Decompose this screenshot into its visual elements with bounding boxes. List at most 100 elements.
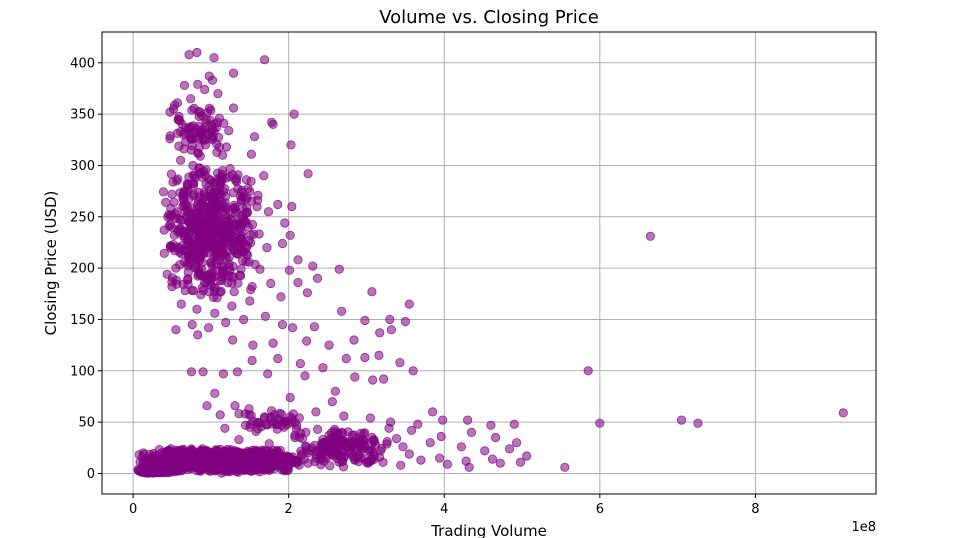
- data-point: [223, 278, 233, 288]
- data-point: [237, 233, 247, 244]
- data-point: [515, 457, 526, 467]
- data-point: [205, 206, 215, 216]
- data-point: [213, 89, 223, 99]
- data-point: [234, 409, 244, 419]
- data-point: [288, 456, 298, 466]
- data-point: [509, 419, 519, 429]
- data-point: [189, 133, 199, 144]
- data-point: [266, 117, 277, 127]
- data-point: [259, 450, 270, 460]
- data-point: [167, 210, 177, 220]
- data-point: [175, 452, 185, 462]
- data-point: [311, 407, 321, 417]
- data-point: [224, 126, 234, 136]
- data-point: [382, 436, 392, 447]
- data-point: [838, 408, 848, 418]
- data-points: [133, 47, 848, 478]
- x-axis-label: Trading Volume: [430, 522, 547, 538]
- data-point: [246, 284, 256, 295]
- data-point: [337, 428, 348, 438]
- data-point: [193, 269, 203, 279]
- data-point: [359, 428, 370, 438]
- data-point: [438, 415, 448, 425]
- data-point: [312, 424, 323, 434]
- data-point: [287, 323, 298, 333]
- data-point: [396, 460, 406, 470]
- data-point: [504, 444, 515, 454]
- chart-title: Volume vs. Closing Price: [379, 7, 599, 28]
- data-point: [254, 229, 264, 239]
- y-tick-label: 0: [87, 467, 95, 482]
- data-point: [259, 171, 269, 181]
- data-point: [230, 401, 240, 411]
- data-point: [193, 148, 203, 158]
- data-point: [522, 451, 532, 461]
- data-point: [277, 319, 288, 330]
- data-point: [336, 306, 347, 316]
- data-point: [212, 117, 223, 128]
- data-point: [199, 189, 209, 199]
- data-point: [163, 466, 173, 476]
- data-point: [267, 448, 277, 458]
- data-point: [215, 203, 225, 213]
- y-tick-label: 150: [70, 313, 95, 328]
- data-point: [197, 449, 207, 459]
- y-tick-label: 400: [70, 56, 95, 71]
- data-point: [324, 340, 334, 350]
- data-point: [179, 130, 189, 140]
- data-point: [295, 358, 305, 369]
- data-point: [197, 237, 207, 247]
- data-point: [173, 174, 183, 184]
- data-point: [193, 79, 203, 90]
- data-point: [301, 446, 312, 456]
- data-point: [222, 173, 232, 183]
- data-point: [583, 366, 593, 376]
- data-point: [676, 415, 687, 425]
- data-point: [287, 201, 297, 212]
- data-point: [202, 457, 212, 467]
- data-point: [221, 460, 231, 470]
- data-point: [280, 218, 290, 228]
- data-point: [186, 367, 197, 377]
- data-point: [309, 322, 319, 332]
- data-point: [360, 315, 370, 326]
- data-point: [174, 111, 184, 122]
- data-point: [263, 207, 274, 217]
- data-point: [246, 410, 256, 420]
- data-point: [226, 445, 236, 455]
- data-point: [326, 437, 336, 448]
- data-point: [195, 163, 205, 173]
- data-point: [187, 319, 197, 330]
- data-point: [199, 278, 210, 288]
- data-point: [350, 372, 360, 382]
- data-point: [184, 49, 194, 60]
- data-point: [185, 122, 195, 132]
- data-point: [236, 270, 246, 281]
- data-point: [425, 438, 435, 448]
- data-point: [201, 114, 211, 125]
- data-point: [210, 388, 220, 398]
- data-point: [246, 230, 256, 240]
- data-point: [225, 164, 235, 174]
- data-point: [215, 275, 225, 286]
- data-point: [300, 371, 310, 381]
- data-point: [207, 124, 217, 135]
- data-point: [175, 244, 185, 254]
- data-point: [404, 299, 414, 309]
- data-point: [241, 243, 251, 253]
- data-point: [167, 189, 177, 199]
- data-point: [334, 264, 344, 274]
- data-point: [182, 211, 192, 221]
- data-point: [384, 423, 394, 433]
- plot-frame: [101, 31, 877, 495]
- data-point: [229, 287, 239, 297]
- data-point: [224, 252, 234, 262]
- data-point: [285, 392, 295, 403]
- data-point: [293, 277, 303, 288]
- y-tick-label: 100: [70, 364, 95, 379]
- data-point: [495, 458, 505, 468]
- data-point: [341, 353, 351, 364]
- data-point: [211, 265, 221, 275]
- data-point: [170, 100, 180, 110]
